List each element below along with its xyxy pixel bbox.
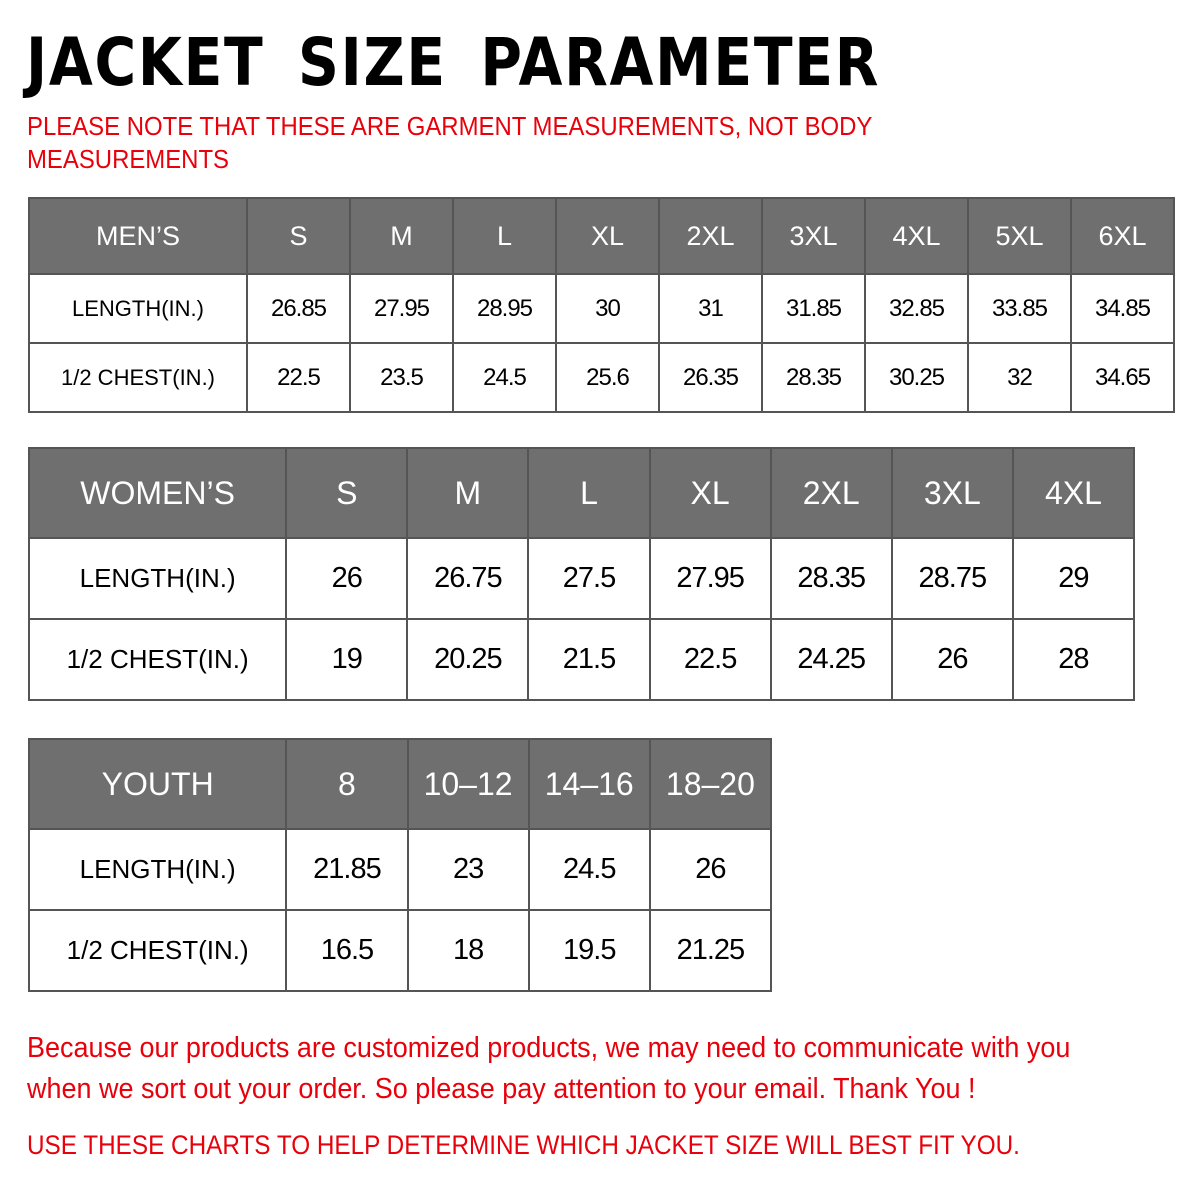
measurement-cell: 19: [285, 618, 409, 701]
measurement-cell: 28.95: [452, 273, 557, 344]
measurement-cell: 34.65: [1070, 342, 1175, 413]
size-header: 2XL: [769, 447, 893, 539]
measurement-cell: 26.75: [406, 537, 530, 620]
size-header: 18–20: [648, 738, 773, 830]
measurement-cell: 27.95: [648, 537, 772, 620]
table-row: 1/2 CHEST(IN.) 16.5 18 19.5 21.25: [27, 909, 773, 992]
womens-category-label: WOMEN’S: [27, 447, 288, 539]
measurement-cell: 28.35: [769, 537, 893, 620]
measurement-cell: 22.5: [246, 342, 351, 413]
size-header: 6XL: [1070, 197, 1175, 275]
measurement-cell: 23.5: [349, 342, 454, 413]
measurement-cell: 30: [555, 273, 660, 344]
measurement-cell: 29: [1011, 537, 1136, 620]
measurement-cell: 26.85: [246, 273, 351, 344]
customization-notice: Because our products are customized prod…: [27, 1032, 1071, 1105]
measurement-cell: 24.5: [452, 342, 557, 413]
measurement-note: PLEASE NOTE THAT THESE ARE GARMENT MEASU…: [27, 111, 872, 174]
table-row: 1/2 CHEST(IN.) 22.5 23.5 24.5 25.6 26.35 28.35…: [28, 342, 1175, 413]
measurement-cell: 26: [890, 618, 1014, 701]
measurement-cell: 26: [648, 828, 773, 911]
measurement-cell: 23: [406, 828, 530, 911]
measurement-cell: 32: [967, 342, 1072, 413]
row-label: 1/2 CHEST(IN.): [28, 342, 248, 413]
measurement-cell: 31.85: [761, 273, 866, 344]
page-title: JACKET SIZE PARAMETER: [26, 24, 881, 101]
table-row: LENGTH(IN.) 26 26.75 27.5 27.95 28.35 28.75 29: [27, 537, 1136, 620]
measurement-cell: 20.25: [406, 618, 530, 701]
measurement-cell: 25.6: [555, 342, 660, 413]
mens-size-table: MEN’S S M L XL 2XL 3XL 4XL 5XL 6XL LENGTH(IN.) 26.8…: [28, 197, 1175, 413]
row-label: 1/2 CHEST(IN.): [27, 618, 288, 701]
row-label: 1/2 CHEST(IN.): [27, 909, 288, 992]
size-header: L: [527, 447, 651, 539]
row-label: LENGTH(IN.): [28, 273, 248, 344]
measurement-cell: 21.25: [648, 909, 773, 992]
row-label: LENGTH(IN.): [27, 828, 288, 911]
size-header: 8: [285, 738, 409, 830]
mens-header-row: MEN’S S M L XL 2XL 3XL 4XL 5XL 6XL: [28, 197, 1175, 275]
measurement-cell: 31: [658, 273, 763, 344]
measurement-cell: 28: [1011, 618, 1136, 701]
measurement-cell: 28.75: [890, 537, 1014, 620]
youth-header-row: YOUTH 8 10–12 14–16 18–20: [27, 738, 773, 830]
size-header: S: [246, 197, 351, 275]
mens-category-label: MEN’S: [28, 197, 248, 275]
measurement-cell: 26: [285, 537, 409, 620]
size-header: 5XL: [967, 197, 1072, 275]
measurement-cell: 26.35: [658, 342, 763, 413]
size-header: M: [406, 447, 530, 539]
measurement-cell: 34.85: [1070, 273, 1175, 344]
measurement-cell: 24.5: [527, 828, 651, 911]
size-header: 3XL: [761, 197, 866, 275]
table-row: LENGTH(IN.) 26.85 27.95 28.95 30 31 31.85 32.85…: [28, 273, 1175, 344]
table-row: LENGTH(IN.) 21.85 23 24.5 26: [27, 828, 773, 911]
chart-usage-note: USE THESE CHARTS TO HELP DETERMINE WHICH…: [27, 1130, 1020, 1160]
size-header: 10–12: [406, 738, 530, 830]
measurement-cell: 19.5: [527, 909, 651, 992]
measurement-cell: 22.5: [648, 618, 772, 701]
size-header: XL: [648, 447, 772, 539]
womens-size-table: WOMEN’S S M L XL 2XL 3XL 4XL LENGTH(IN.) 26 26.75 2…: [27, 447, 1136, 701]
measurement-cell: 21.5: [527, 618, 651, 701]
size-header: XL: [555, 197, 660, 275]
measurement-cell: 16.5: [285, 909, 409, 992]
measurement-cell: 24.25: [769, 618, 893, 701]
size-header: L: [452, 197, 557, 275]
size-header: S: [285, 447, 409, 539]
measurement-cell: 21.85: [285, 828, 409, 911]
size-header: 14–16: [527, 738, 651, 830]
size-header: 4XL: [864, 197, 969, 275]
size-header: 2XL: [658, 197, 763, 275]
size-header: M: [349, 197, 454, 275]
row-label: LENGTH(IN.): [27, 537, 288, 620]
size-header: 4XL: [1011, 447, 1136, 539]
youth-size-table: YOUTH 8 10–12 14–16 18–20 LENGTH(IN.) 21.85 23 2…: [27, 738, 773, 992]
measurement-cell: 28.35: [761, 342, 866, 413]
measurement-cell: 18: [406, 909, 530, 992]
measurement-cell: 33.85: [967, 273, 1072, 344]
youth-category-label: YOUTH: [27, 738, 288, 830]
measurement-cell: 27.95: [349, 273, 454, 344]
measurement-cell: 32.85: [864, 273, 969, 344]
measurement-cell: 27.5: [527, 537, 651, 620]
table-row: 1/2 CHEST(IN.) 19 20.25 21.5 22.5 24.25 26 28: [27, 618, 1136, 701]
measurement-cell: 30.25: [864, 342, 969, 413]
womens-header-row: WOMEN’S S M L XL 2XL 3XL 4XL: [27, 447, 1136, 539]
size-header: 3XL: [890, 447, 1014, 539]
